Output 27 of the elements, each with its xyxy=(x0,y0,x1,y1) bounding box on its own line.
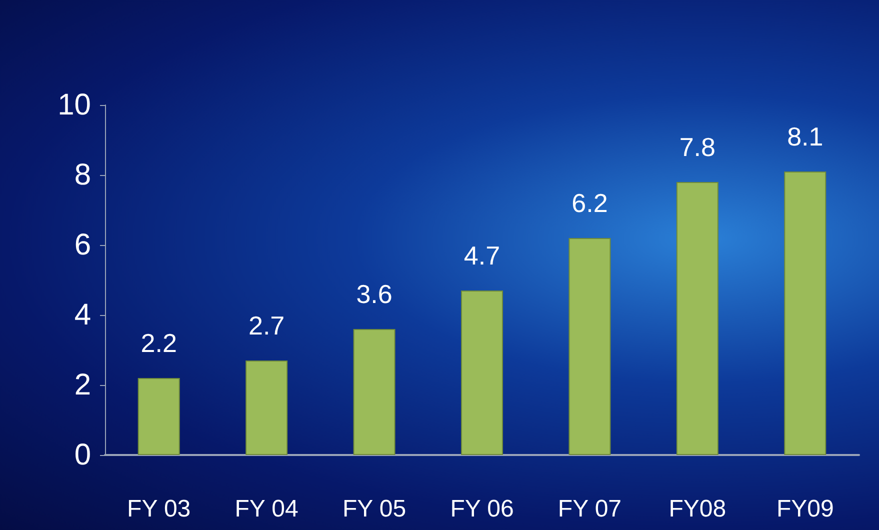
bar xyxy=(568,238,611,455)
x-tick-label: FY 04 xyxy=(234,496,298,522)
x-tick-label: FY 03 xyxy=(127,496,191,522)
data-label: 3.6 xyxy=(356,279,392,309)
y-tick-label: 4 xyxy=(74,298,91,332)
data-label: 7.8 xyxy=(679,132,716,162)
data-label: 2.7 xyxy=(248,310,285,340)
bar xyxy=(246,360,288,455)
y-tick-label: 2 xyxy=(74,368,91,402)
data-label: 4.7 xyxy=(464,240,500,270)
bar xyxy=(353,329,396,455)
bar xyxy=(676,182,718,455)
x-tick-label: FY09 xyxy=(776,496,834,522)
data-label: 2.2 xyxy=(140,328,177,358)
data-label: 8.1 xyxy=(787,122,824,152)
x-tick-label: FY08 xyxy=(668,496,726,522)
y-tick-label: 0 xyxy=(74,438,91,472)
bar xyxy=(784,172,826,455)
x-tick-label: FY 05 xyxy=(342,496,406,522)
bar xyxy=(138,378,180,455)
y-tick-label: 8 xyxy=(74,158,91,192)
y-tick-label: 6 xyxy=(74,228,91,262)
bar xyxy=(461,290,503,455)
y-tick-label: 10 xyxy=(58,88,91,122)
x-tick-label: FY 07 xyxy=(558,496,622,522)
x-tick-label: FY 06 xyxy=(450,496,514,522)
data-label: 6.2 xyxy=(572,188,608,218)
